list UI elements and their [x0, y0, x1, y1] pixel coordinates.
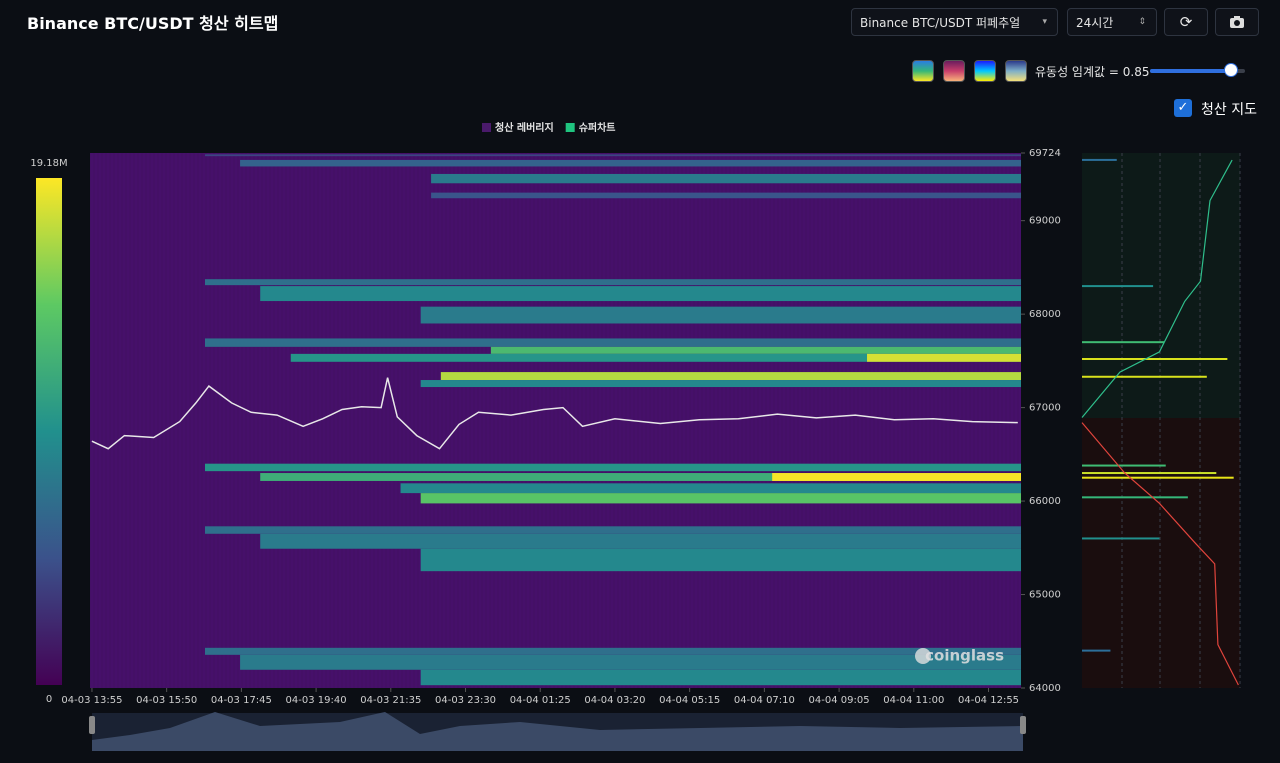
threshold-label: 유동성 임계값 = 0.85 — [1035, 65, 1150, 79]
palette-swatch[interactable] — [1005, 60, 1027, 82]
heat-band — [260, 533, 1021, 549]
map-checkbox[interactable]: ✓ — [1174, 99, 1192, 117]
navigator-handle[interactable] — [89, 716, 95, 734]
caret: ▾ — [1042, 17, 1047, 27]
y-tick-label: 66000 — [1029, 496, 1061, 507]
heat-band — [772, 473, 1021, 481]
y-tick-label: 65000 — [1029, 590, 1061, 601]
map-bar — [1082, 341, 1165, 344]
heat-band — [290, 353, 1022, 362]
long-region — [1082, 418, 1240, 688]
x-tick-label: 04-03 19:40 — [286, 695, 347, 706]
legend-label: 슈퍼차트 — [579, 121, 616, 134]
map-bar — [1082, 476, 1234, 479]
camera-icon — [1230, 16, 1244, 28]
x-tick-label: 04-03 13:55 — [61, 695, 122, 706]
heat-band — [431, 173, 1021, 184]
palette-swatch[interactable] — [943, 60, 965, 82]
legend-swatch — [482, 123, 491, 132]
screenshot-button[interactable] — [1215, 8, 1259, 36]
map-bar — [1082, 537, 1160, 540]
map-checkbox-label: 청산 지도 — [1201, 102, 1257, 118]
x-tick-label: 04-03 21:35 — [360, 695, 421, 706]
x-tick-label: 04-03 23:30 — [435, 695, 496, 706]
heat-band — [260, 473, 1021, 481]
y-tick-label: 69724 — [1029, 148, 1061, 159]
palette-swatch[interactable] — [912, 60, 934, 82]
x-tick-label: 04-04 11:00 — [883, 695, 944, 706]
y-tick-label: 64000 — [1029, 683, 1061, 694]
navigator-handle[interactable] — [1020, 716, 1026, 734]
threshold-slider[interactable] — [1150, 63, 1245, 77]
caret: ⇕ — [1138, 17, 1146, 27]
slider-knob[interactable] — [1223, 63, 1238, 77]
x-tick-label: 04-04 01:25 — [510, 695, 571, 706]
heat-band — [867, 353, 1021, 362]
map-bar — [1082, 357, 1228, 360]
heat-band — [431, 192, 1021, 199]
heat-band — [240, 654, 1021, 670]
slider-fill — [1150, 69, 1231, 73]
price-line — [91, 377, 1018, 450]
page-title: Binance BTC/USDT 청산 히트맵 — [27, 14, 279, 33]
heat-band — [204, 647, 1022, 655]
heat-band — [420, 669, 1021, 686]
x-tick-label: 04-04 09:05 — [809, 695, 870, 706]
map-bar — [1082, 496, 1188, 499]
heat-band — [420, 306, 1021, 324]
heat-band — [204, 463, 1022, 472]
cumulative-line — [1081, 422, 1239, 686]
heat-band — [440, 372, 1021, 381]
legend-swatch — [565, 123, 575, 132]
map-bar — [1082, 285, 1154, 288]
heat-band — [204, 154, 1022, 157]
range-select-text: 24시간 — [1076, 15, 1114, 30]
heat-band — [240, 159, 1021, 167]
legend-label: 청산 레버리지 — [495, 121, 554, 134]
x-tick-label: 04-03 17:45 — [211, 695, 272, 706]
watermark-icon — [915, 648, 931, 664]
y-tick-label: 68000 — [1029, 309, 1061, 320]
x-tick-label: 04-03 15:50 — [136, 695, 197, 706]
range-select[interactable]: 24시간 ⇕ — [1067, 8, 1157, 36]
y-tick-label: 69000 — [1029, 216, 1061, 227]
colorbar-label: 19.18M — [30, 158, 67, 169]
watermark: coinglass — [925, 647, 1004, 665]
pair-select-text: Binance BTC/USDT 퍼페추얼 — [860, 15, 1021, 30]
heat-band — [420, 548, 1021, 572]
heat-band — [420, 380, 1021, 388]
heat-band — [204, 526, 1022, 534]
heat-band — [400, 483, 1021, 494]
x-tick-label: 04-04 05:15 — [659, 695, 720, 706]
map-bar — [1082, 375, 1207, 378]
plot-background — [90, 153, 1021, 688]
map-bar — [1082, 472, 1217, 475]
map-bar — [1082, 158, 1117, 161]
pair-select[interactable]: Binance BTC/USDT 퍼페추얼 ▾ — [851, 8, 1058, 36]
heat-band — [204, 279, 1022, 286]
colorbar — [36, 178, 62, 685]
navigator-area — [92, 712, 1023, 751]
x-tick-label: 04-04 03:20 — [584, 695, 645, 706]
heat-band — [260, 286, 1021, 302]
colorbar-label: 0 — [46, 694, 52, 705]
x-tick-label: 04-04 12:55 — [958, 695, 1019, 706]
heat-band — [204, 338, 1022, 347]
y-tick-label: 67000 — [1029, 403, 1061, 414]
refresh-button[interactable]: ⟳ — [1164, 8, 1208, 36]
heat-band — [490, 346, 1022, 354]
map-bar — [1082, 464, 1166, 467]
map-bar — [1082, 649, 1111, 652]
x-tick-label: 04-04 07:10 — [734, 695, 795, 706]
palette-swatch[interactable] — [974, 60, 996, 82]
cumulative-line — [1081, 159, 1233, 418]
heat-band — [420, 493, 1021, 504]
